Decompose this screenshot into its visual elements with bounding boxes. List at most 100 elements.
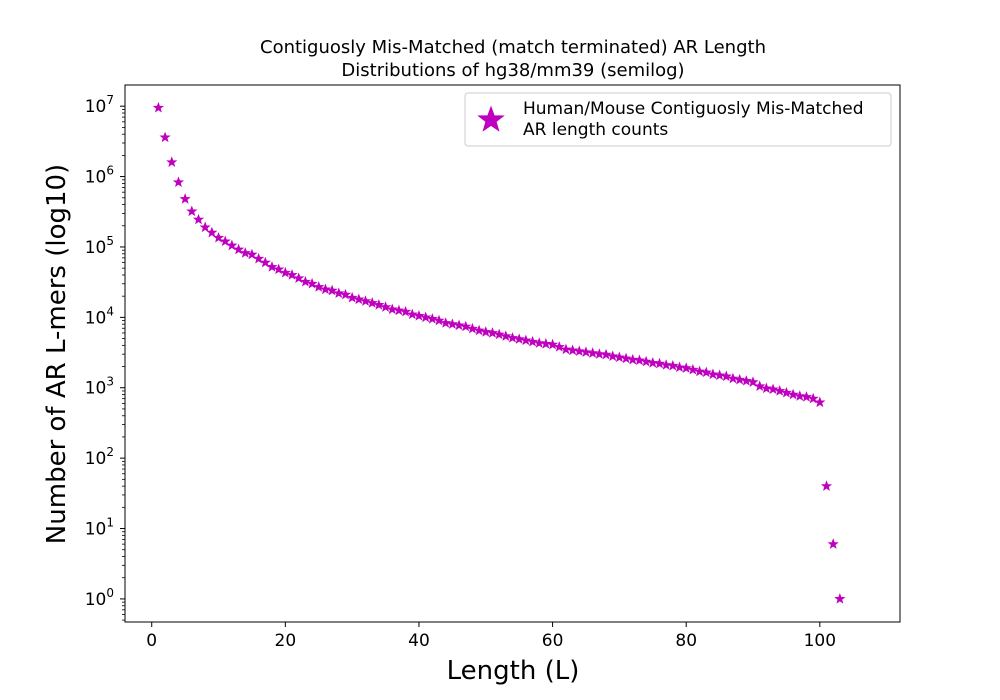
data-point	[660, 359, 672, 370]
data-point	[239, 247, 251, 258]
data-point	[379, 301, 392, 312]
data-point	[273, 263, 285, 275]
data-point	[687, 363, 699, 375]
data-point	[580, 346, 592, 357]
x-tick-label: 0	[146, 631, 157, 651]
x-tick-label: 60	[542, 631, 564, 651]
data-point	[166, 156, 178, 167]
data-point	[587, 347, 599, 358]
legend-star-marker	[477, 105, 505, 132]
data-point	[800, 391, 813, 402]
data-point	[186, 205, 198, 217]
data-point	[486, 327, 499, 338]
data-point	[714, 369, 726, 381]
chart-title: Contiguosly Mis-Matched (match terminate…	[260, 37, 766, 58]
data-point	[192, 213, 205, 225]
data-point	[299, 275, 311, 287]
plot-frame	[124, 84, 901, 623]
data-point	[393, 304, 405, 316]
data-point	[400, 305, 412, 317]
data-point	[480, 326, 492, 337]
data-point	[353, 293, 365, 305]
data-point	[693, 365, 706, 377]
y-tick-label: 101	[85, 516, 114, 540]
data-point	[760, 382, 772, 394]
data-point	[673, 361, 686, 373]
data-point	[406, 308, 418, 320]
data-point	[526, 335, 539, 347]
data-point	[233, 243, 245, 255]
data-point	[573, 345, 585, 356]
data-point	[820, 480, 833, 491]
data-point	[199, 221, 211, 233]
data-point	[212, 231, 225, 243]
data-point	[333, 287, 345, 298]
data-point	[794, 390, 806, 401]
data-point	[306, 277, 318, 289]
data-point	[827, 538, 839, 549]
legend-label-line-2: AR length counts	[523, 120, 668, 140]
y-tick-label: 106	[85, 164, 114, 188]
data-point	[279, 266, 291, 278]
data-point	[627, 353, 639, 365]
data-point	[513, 333, 525, 344]
data-point	[506, 332, 519, 343]
x-tick-label: 80	[675, 631, 697, 651]
legend-label-line-1: Human/Mouse Contiguosly Mis-Matched	[523, 99, 864, 119]
data-point	[774, 385, 786, 396]
data-point	[339, 288, 352, 300]
data-point	[500, 330, 512, 341]
data-point	[373, 299, 385, 310]
data-point	[413, 310, 425, 321]
data-point	[266, 261, 278, 272]
data-point	[426, 313, 438, 324]
data-point	[747, 376, 759, 387]
data-point	[179, 193, 191, 204]
data-point	[620, 352, 632, 364]
data-point	[366, 297, 378, 308]
data-point	[466, 322, 478, 334]
data-point	[814, 396, 826, 408]
legend-box	[464, 92, 892, 147]
data-point	[540, 338, 552, 349]
y-tick-label: 102	[85, 445, 114, 469]
data-point	[172, 176, 185, 188]
data-point	[767, 383, 779, 395]
x-tick-label: 40	[408, 631, 430, 651]
data-point	[159, 131, 171, 143]
y-tick-label: 103	[85, 375, 114, 399]
data-point	[253, 252, 265, 264]
data-point	[246, 248, 258, 260]
x-axis-ticks: 0 20 40 60 80 100	[146, 622, 836, 651]
data-point	[567, 344, 579, 356]
data-point	[326, 284, 338, 296]
data-point	[553, 341, 565, 352]
data-point	[740, 375, 752, 386]
y-tick-label: 105	[85, 234, 114, 258]
legend: Human/Mouse Contiguosly Mis-Matched AR l…	[464, 92, 892, 147]
data-point	[259, 256, 271, 268]
data-point	[319, 283, 332, 295]
data-point	[493, 328, 505, 340]
data-point	[647, 357, 659, 368]
data-point	[734, 373, 746, 385]
y-tick-label: 107	[85, 93, 114, 117]
data-point	[707, 368, 719, 380]
data-point	[152, 101, 164, 113]
data-point	[680, 362, 692, 373]
data-point	[293, 272, 305, 283]
data-point	[754, 380, 766, 391]
data-point	[420, 311, 432, 323]
y-tick-label: 104	[85, 304, 114, 328]
data-point	[533, 337, 545, 348]
data-point	[460, 320, 472, 332]
data-point	[547, 338, 559, 350]
data-point	[720, 370, 732, 382]
data-point	[593, 348, 605, 359]
data-point	[787, 388, 799, 400]
data-point	[780, 386, 792, 398]
data-points	[152, 101, 846, 604]
data-point	[633, 354, 646, 366]
data-point	[653, 357, 666, 369]
